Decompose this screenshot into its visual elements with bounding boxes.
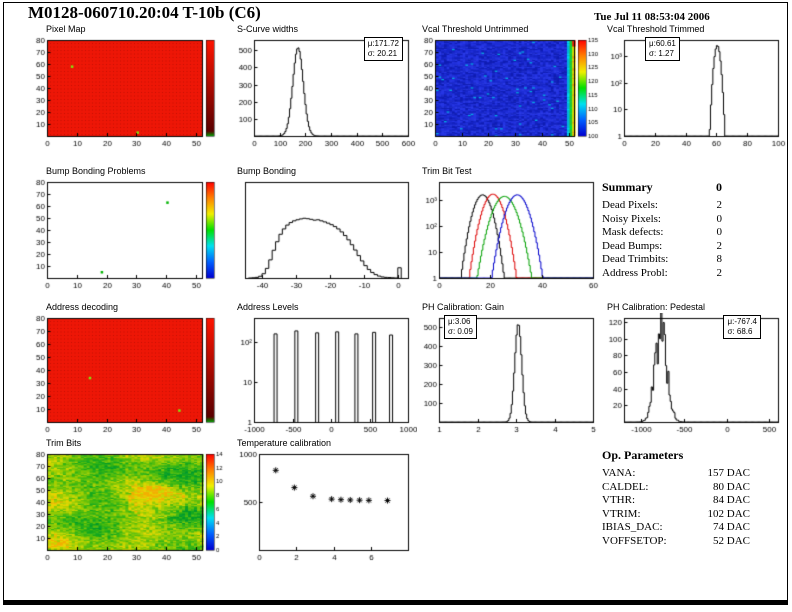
op-parameter-row: IBIAS_DAC: 74 DAC [602,521,750,535]
summary-block: Summary 0 Dead Pixels: 2 Noisy Pixels: 0 M… [602,180,722,280]
chart-title: PH Calibration: Gain [422,302,505,312]
temperature-calibration-plot [233,449,417,563]
chart-title: Trim Bits [46,438,82,448]
chart-title: Bump Bonding Problems [46,166,146,176]
trim-bits-plot [30,449,230,563]
chart-title: Address Levels [237,302,299,312]
chart-title: Pixel Map [46,24,86,34]
summary-row: Noisy Pixels: 0 [602,213,722,227]
panel-s-curve-widths: S-Curve widths μ:171.72 σ: 20.21 [233,24,417,149]
op-parameter-row: VTHR: 84 DAC [602,494,750,508]
summary-row-label: Dead Trimbits: [602,253,669,265]
op-parameter-label: IBIAS_DAC: [602,521,663,533]
op-parameter-label: VTHR: [602,494,635,506]
summary-total: 0 [716,180,722,194]
panel-trim-bit-test: Trim Bit Test [418,166,602,291]
summary-row-value: 8 [716,253,723,265]
page-title: M0128-060710.20:04 T-10b (C6) [28,3,261,22]
summary-row-label: Dead Pixels: [602,199,658,211]
stats-sigma: σ: 1.27 [649,49,674,58]
summary-row-value: 2 [716,239,723,252]
timestamp: Tue Jul 11 08:53:04 2006 [594,11,710,23]
panel-bump-bonding-problems: Bump Bonding Problems [30,166,230,291]
op-parameter-row: VTRIM: 102 DAC [602,508,750,522]
stats-box: μ:-767.4 σ: 68.6 [723,315,761,339]
panel-address-levels: Address Levels [233,302,417,435]
op-parameter-label: VOFFSETOP: [602,534,667,547]
chart-title: Vcal Threshold Trimmed [607,24,705,34]
stats-mu: μ:-767.4 [727,317,757,326]
summary-row-value: 0 [716,212,723,225]
address-levels-plot [233,313,417,435]
summary-row: Address Probl: 2 [602,267,722,281]
summary-row: Dead Bumps: 2 [602,240,722,254]
op-parameters-block: Op. Parameters VANA: 157 DAC CALDEL: 80 DA… [602,448,750,548]
op-parameter-label: CALDEL: [602,480,649,493]
stats-sigma: σ: 68.6 [727,327,753,336]
summary-heading-row: Summary 0 [602,180,722,195]
summary-row-value: 0 [716,226,723,238]
summary-row-label: Noisy Pixels: [602,212,661,225]
bump-bonding-problems-plot [30,177,230,291]
op-parameters-heading: Op. Parameters [602,448,684,462]
chart-title: PH Calibration: Pedestal [607,302,706,312]
panel-temperature-calibration: Temperature calibration [233,438,417,563]
summary-row: Mask defects: 0 [602,226,722,240]
op-parameter-value: 84 DAC [713,494,750,506]
chart-title: Trim Bit Test [422,166,472,176]
stats-mu: μ:171.72 [367,39,399,48]
op-parameter-value: 74 DAC [713,521,750,533]
op-parameter-label: VANA: [602,467,636,479]
summary-row-value: 2 [716,199,723,211]
stats-box: μ:171.72 σ: 20.21 [363,37,403,61]
stats-box: μ:60.61 σ: 1.27 [645,37,680,61]
panel-ph-calibration-pedestal: PH Calibration: Pedestal μ:-767.4 σ: 68.… [603,302,787,435]
op-parameter-row: VOFFSETOP: 52 DAC [602,535,750,549]
panel-pixel-map: Pixel Map [30,24,230,149]
chart-title: Vcal Threshold Untrimmed [422,24,529,34]
summary-row: Dead Pixels: 2 [602,199,722,213]
op-parameter-value: 102 DAC [707,507,750,520]
summary-row-value: 2 [716,266,723,279]
vcal-threshold-untrimmed-plot [418,35,602,149]
op-parameters-heading-row: Op. Parameters [602,448,750,463]
summary-row: Dead Trimbits: 8 [602,253,722,267]
stats-sigma: σ: 20.21 [367,49,398,58]
summary-row-label: Address Probl: [602,266,668,279]
stats-sigma: σ: 0.09 [448,327,473,336]
stats-mu: μ:3.06 [448,317,471,326]
stats-box: μ:3.06 σ: 0.09 [444,315,477,339]
panel-vcal-threshold-trimmed: Vcal Threshold Trimmed μ:60.61 σ: 1.27 [603,24,787,149]
chart-title: Bump Bonding [237,166,297,176]
summary-row-label: Dead Bumps: [602,239,663,252]
bump-bonding-plot [233,177,417,291]
chart-title: S-Curve widths [237,24,299,34]
op-parameter-label: VTRIM: [602,507,641,520]
op-parameter-row: VANA: 157 DAC [602,467,750,481]
summary-heading: Summary [602,180,653,194]
op-parameter-row: CALDEL: 80 DAC [602,481,750,495]
op-parameter-value: 52 DAC [713,534,750,547]
vcal-threshold-trimmed-plot [603,35,787,149]
pixel-map-plot [30,35,230,149]
stats-mu: μ:60.61 [649,39,676,48]
panel-address-decoding: Address decoding [30,302,230,435]
summary-row-label: Mask defects: [602,226,664,238]
chart-title: Address decoding [46,302,119,312]
panel-trim-bits: Trim Bits [30,438,230,563]
op-parameter-value: 80 DAC [713,480,750,493]
op-parameter-value: 157 DAC [707,467,750,479]
address-decoding-plot [30,313,230,435]
panel-bump-bonding: Bump Bonding [233,166,417,291]
panel-ph-calibration-gain: PH Calibration: Gain μ:3.06 σ: 0.09 [418,302,602,435]
chart-title: Temperature calibration [237,438,332,448]
trim-bit-test-plot [418,177,602,291]
panel-vcal-threshold-untrimmed: Vcal Threshold Untrimmed [418,24,602,149]
